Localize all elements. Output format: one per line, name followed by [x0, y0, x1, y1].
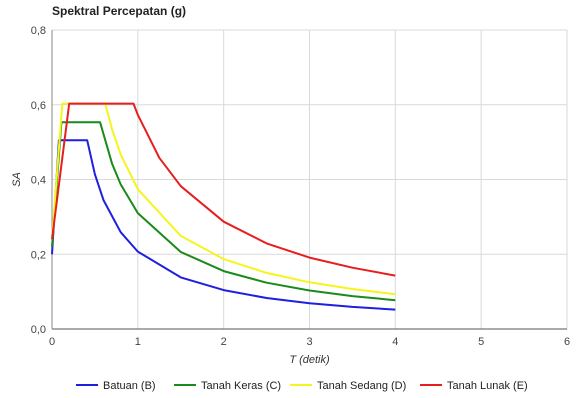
series-line-1 — [51, 121, 396, 302]
x-tick-label: 5 — [478, 336, 484, 348]
series-lines — [51, 102, 396, 311]
x-tick-label: 3 — [306, 336, 312, 348]
series-line-3 — [51, 102, 396, 277]
legend-label-1: Tanah Keras (C) — [201, 380, 281, 392]
series-line-0 — [51, 139, 396, 311]
y-tick-label: 0,6 — [31, 100, 46, 112]
y-tick-label: 0,0 — [31, 324, 46, 336]
x-axis-ticks: 0 1 2 3 4 5 6 — [49, 336, 570, 348]
y-tick-label: 0,2 — [31, 249, 46, 261]
x-axis-label: T (detik) — [289, 354, 330, 366]
grid-lines — [51, 29, 568, 330]
y-tick-label: 0,4 — [31, 175, 46, 187]
legend-label-2: Tanah Sedang (D) — [317, 380, 406, 392]
x-tick-label: 0 — [49, 336, 55, 348]
x-tick-label: 1 — [135, 336, 141, 348]
y-axis-ticks: 0,0 0,2 0,4 0,6 0,8 — [31, 25, 46, 336]
y-tick-label: 0,8 — [31, 25, 46, 37]
legend-label-3: Tanah Lunak (E) — [447, 380, 528, 392]
x-tick-label: 2 — [221, 336, 227, 348]
legend-label-0: Batuan (B) — [103, 380, 156, 392]
y-axis-label: SA — [11, 172, 23, 187]
chart-title: Spektral Percepatan (g) — [52, 4, 187, 18]
legend: Batuan (B) Tanah Keras (C) Tanah Sedang (D… — [76, 380, 528, 392]
x-tick-label: 4 — [392, 336, 398, 348]
x-tick-label: 6 — [564, 336, 570, 348]
